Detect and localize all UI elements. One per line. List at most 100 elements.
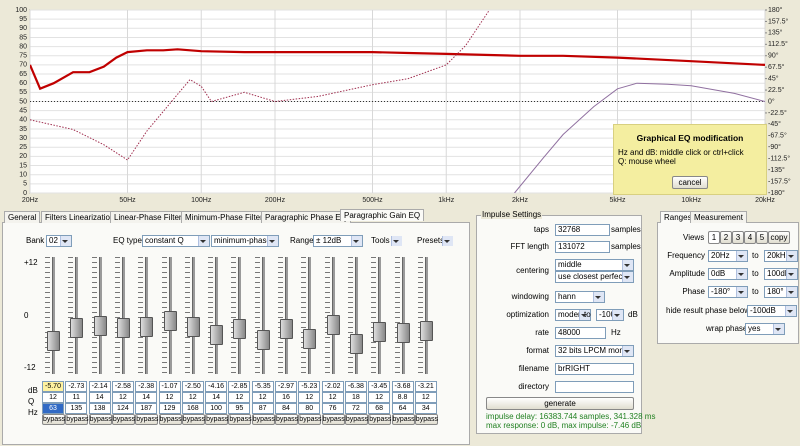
bypass-button[interactable]: bypass xyxy=(111,414,136,425)
db-value[interactable]: -3.68 xyxy=(391,381,414,392)
bypass-button[interactable]: bypass xyxy=(391,414,415,425)
fft-input[interactable]: 131072 xyxy=(555,241,610,253)
slider-knob[interactable] xyxy=(210,324,224,345)
bypass-button[interactable]: bypass xyxy=(228,414,252,425)
bypass-button[interactable]: bypass xyxy=(205,414,229,425)
generate-button[interactable]: generate xyxy=(486,397,634,410)
hz-value[interactable]: 68 xyxy=(368,403,391,414)
eq-type-select[interactable]: constant Q xyxy=(142,235,210,247)
centering-mode-select[interactable]: use closest perfect impulse xyxy=(555,271,634,283)
amp-from[interactable]: 0dB xyxy=(708,268,748,280)
bypass-button[interactable]: bypass xyxy=(321,414,345,425)
tab[interactable]: General xyxy=(4,211,41,223)
db-value[interactable]: -2.97 xyxy=(275,381,297,392)
q-value[interactable]: 16 xyxy=(275,392,297,403)
bypass-button[interactable]: bypass xyxy=(135,414,159,425)
bypass-button[interactable]: bypass xyxy=(181,414,205,425)
slider-knob[interactable] xyxy=(47,331,60,352)
hz-value[interactable]: 135 xyxy=(65,403,88,414)
view-button[interactable]: 4 xyxy=(744,231,756,244)
q-value[interactable]: 12 xyxy=(368,392,391,403)
tab[interactable]: Paragraphic Phase EQ xyxy=(261,211,351,223)
db-value[interactable]: -2.58 xyxy=(111,381,134,392)
db-value[interactable]: -6.38 xyxy=(344,381,367,392)
view-button[interactable]: 3 xyxy=(732,231,744,244)
slider-knob[interactable] xyxy=(256,329,270,350)
tools-menu[interactable]: Tools xyxy=(368,235,403,247)
directory-input[interactable] xyxy=(555,381,634,393)
hz-value[interactable]: 84 xyxy=(275,403,297,414)
windowing-select[interactable]: hann xyxy=(555,291,605,303)
hz-value[interactable]: 124 xyxy=(111,403,134,414)
wrap-select[interactable]: yes xyxy=(745,323,785,335)
q-value[interactable]: 14 xyxy=(135,392,158,403)
q-value[interactable]: 12 xyxy=(158,392,181,403)
bypass-button[interactable]: bypass xyxy=(42,414,66,425)
hz-value[interactable]: 80 xyxy=(298,403,321,414)
view-button[interactable]: 5 xyxy=(756,231,768,244)
bank-select[interactable]: 02 xyxy=(46,235,72,247)
slider-knob[interactable] xyxy=(280,319,293,340)
hz-value[interactable]: 187 xyxy=(135,403,158,414)
slider-knob[interactable] xyxy=(326,315,340,336)
tab[interactable]: Filters Linearization xyxy=(41,211,119,223)
view-button[interactable]: 2 xyxy=(720,231,732,244)
q-value[interactable]: 12 xyxy=(228,392,251,403)
db-value[interactable]: -2.50 xyxy=(181,381,204,392)
db-value[interactable]: -5.23 xyxy=(298,381,321,392)
tab[interactable]: Minimum-Phase Filters xyxy=(181,211,271,223)
bypass-button[interactable]: bypass xyxy=(414,414,438,425)
db-value[interactable]: -2.02 xyxy=(321,381,344,392)
q-value[interactable]: 14 xyxy=(88,392,111,403)
hz-value[interactable]: 138 xyxy=(88,403,111,414)
bypass-button[interactable]: bypass xyxy=(344,414,369,425)
centering-select[interactable]: middle xyxy=(555,259,634,271)
q-value[interactable]: 11 xyxy=(65,392,88,403)
hz-value[interactable]: 34 xyxy=(414,403,437,414)
slider-knob[interactable] xyxy=(233,318,247,339)
hz-value[interactable]: 87 xyxy=(251,403,274,414)
taps-input[interactable]: 32768 xyxy=(555,224,610,236)
bypass-button[interactable]: bypass xyxy=(275,414,299,425)
cancel-button[interactable]: cancel xyxy=(672,176,708,189)
slider-knob[interactable] xyxy=(419,320,433,341)
q-value[interactable]: 12 xyxy=(298,392,321,403)
slider-knob[interactable] xyxy=(93,315,107,336)
view-button[interactable]: copy xyxy=(768,231,790,244)
amp-to[interactable]: 100dB xyxy=(764,268,798,280)
db-value[interactable]: -2.73 xyxy=(65,381,88,392)
range-select[interactable]: ± 12dB xyxy=(313,235,363,247)
tab[interactable]: Paragraphic Gain EQ xyxy=(340,209,425,221)
slider-knob[interactable] xyxy=(140,316,154,337)
format-select[interactable]: 32 bits LPCM mono (.wav) xyxy=(555,345,634,357)
q-value[interactable]: 12 xyxy=(181,392,204,403)
bypass-button[interactable]: bypass xyxy=(158,414,182,425)
freq-to[interactable]: 20kHz xyxy=(764,250,798,262)
hz-value[interactable]: 72 xyxy=(344,403,367,414)
q-value[interactable]: 8.8 xyxy=(391,392,414,403)
bypass-button[interactable]: bypass xyxy=(251,414,275,425)
slider-knob[interactable] xyxy=(349,334,363,355)
bypass-button[interactable]: bypass xyxy=(88,414,112,425)
db-value[interactable]: -2.14 xyxy=(88,381,111,392)
slider-knob[interactable] xyxy=(186,317,200,338)
slider-knob[interactable] xyxy=(373,321,387,342)
q-value[interactable]: 12 xyxy=(111,392,134,403)
hz-value[interactable]: 129 xyxy=(158,403,181,414)
hz-value[interactable]: 100 xyxy=(205,403,228,414)
tab[interactable]: Measurement xyxy=(690,211,747,223)
db-value[interactable]: -5.70 xyxy=(42,381,64,392)
slider-knob[interactable] xyxy=(116,317,130,338)
filename-input[interactable]: brRIGHT xyxy=(555,363,634,375)
slider-knob[interactable] xyxy=(396,322,410,343)
db-value[interactable]: -4.16 xyxy=(205,381,228,392)
hz-value[interactable]: 95 xyxy=(228,403,251,414)
db-value[interactable]: -2.38 xyxy=(135,381,158,392)
freq-from[interactable]: 20Hz xyxy=(708,250,748,262)
q-value[interactable]: 18 xyxy=(344,392,367,403)
optimization-select[interactable]: moderate xyxy=(555,309,591,321)
tab[interactable]: Linear-Phase Filters xyxy=(110,211,190,223)
slider-knob[interactable] xyxy=(70,318,84,339)
phase-mode-select[interactable]: minimum-phase xyxy=(211,235,279,247)
bypass-button[interactable]: bypass xyxy=(65,414,89,425)
